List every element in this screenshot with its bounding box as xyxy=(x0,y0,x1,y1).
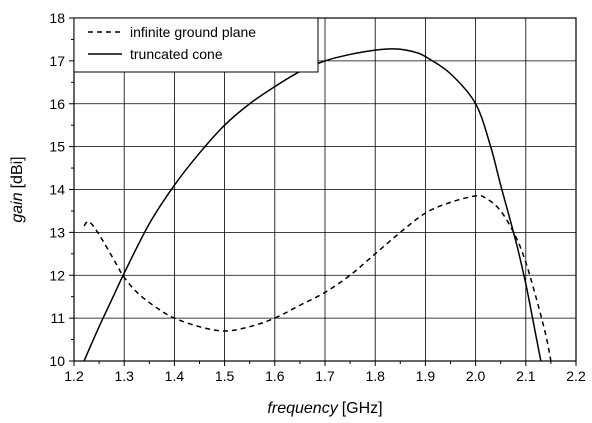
y-tick-label: 17 xyxy=(49,53,65,69)
y-tick-label: 12 xyxy=(49,267,65,283)
series-line-truncated-cone xyxy=(83,48,542,361)
y-tick-label: 15 xyxy=(49,139,65,155)
x-tick-label: 2.2 xyxy=(566,368,586,384)
y-axis-title: gain[dBi] xyxy=(9,156,26,222)
y-tick-label: 11 xyxy=(50,310,65,326)
series-layer xyxy=(83,48,552,361)
y-tick-label: 18 xyxy=(49,10,65,26)
grid xyxy=(74,18,576,361)
y-tick-label: 10 xyxy=(49,353,65,369)
y-tick-label: 13 xyxy=(49,224,65,240)
y-tick-label: 16 xyxy=(49,96,65,112)
x-tick-label: 1.3 xyxy=(114,368,134,384)
x-tick-label: 1.6 xyxy=(265,368,285,384)
x-tick-label: 1.2 xyxy=(64,368,84,384)
x-tick-label: 1.5 xyxy=(215,368,235,384)
legend-label: truncated cone xyxy=(130,46,223,62)
x-tick-label: 1.7 xyxy=(315,368,335,384)
y-tick-label: 14 xyxy=(49,182,65,198)
x-tick-label: 2.0 xyxy=(466,368,486,384)
legend-box xyxy=(73,17,319,73)
legend-label: infinite ground plane xyxy=(130,24,256,40)
legend: infinite ground plane truncated cone xyxy=(73,17,319,73)
x-tick-label: 1.4 xyxy=(165,368,185,384)
axis-ticks: 1.2 1.3 1.4 1.5 1.6 1.7 1.8 1.9 2.0 2.1 2.2 10 11 12 1… xyxy=(49,10,586,384)
series-line-infinite-ground-plane xyxy=(83,194,552,361)
x-tick-label: 1.9 xyxy=(416,368,436,384)
x-tick-label: 1.8 xyxy=(365,368,385,384)
x-axis-title: frequency [GHz] xyxy=(267,400,382,417)
x-tick-label: 2.1 xyxy=(516,368,536,384)
